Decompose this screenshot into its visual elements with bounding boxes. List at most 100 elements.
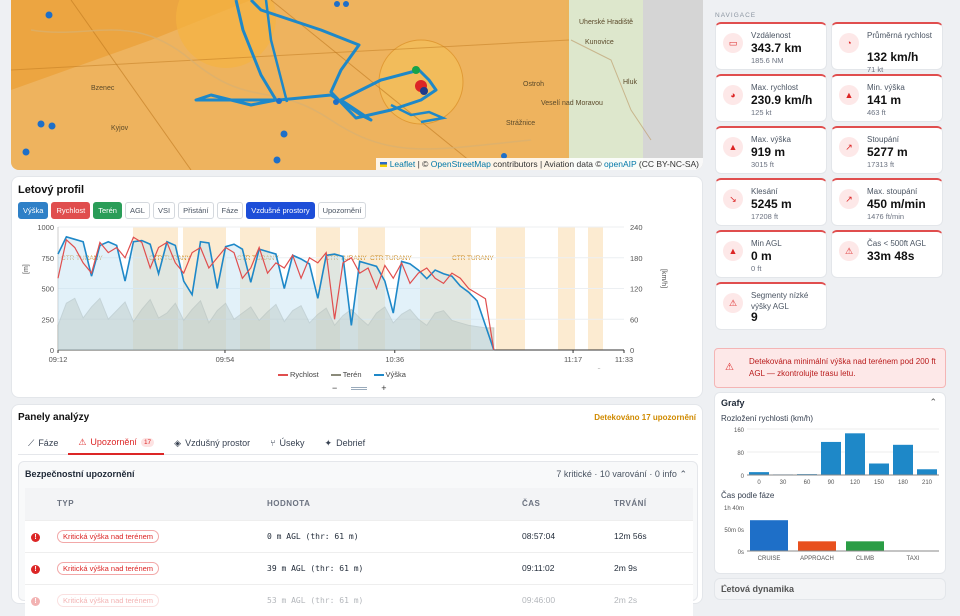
legend-speed[interactable]: Rychlost <box>278 370 319 379</box>
warning-value: 53 m AGL (thr: 61 m) <box>261 584 516 616</box>
alert-icon: ⚠ <box>723 293 743 313</box>
tab-label: Debrief <box>336 438 365 448</box>
map-canvas[interactable]: Uherské Hradiště Kunovice Hluk Veselí na… <box>11 0 703 170</box>
y-tick-label: 250 <box>41 315 54 324</box>
legend-altitude[interactable]: Výška <box>374 370 406 379</box>
toggle-altitude[interactable]: Výška <box>18 202 48 219</box>
profile-title: Letový profil <box>18 184 84 196</box>
speed-x-tick: 60 <box>804 480 811 486</box>
stat-sub: 71 kt <box>867 65 883 74</box>
warnings-table: TYP HODNOTA ČAS TRVÁNÍ ! Kritická výška … <box>25 488 693 616</box>
leaflet-link[interactable]: Leaflet <box>390 159 416 169</box>
table-row[interactable]: ! Kritická výška nad terénem 39 m AGL (t… <box>25 552 693 584</box>
col-type[interactable]: TYP <box>51 488 261 520</box>
speed-bar <box>917 469 937 475</box>
toggle-airspaces[interactable]: Vzdušné prostory <box>246 202 314 219</box>
tab-label: Úseky <box>280 438 305 448</box>
osm-link[interactable]: OpenStreetMap <box>431 159 491 169</box>
speed-bar <box>845 433 865 475</box>
x-tick-label: 09:12 <box>49 355 68 364</box>
toggle-speed[interactable]: Rychlost <box>51 202 90 219</box>
col-value[interactable]: HODNOTA <box>261 488 516 520</box>
table-row[interactable]: ! Kritická výška nad terénem 0 m AGL (th… <box>25 520 693 552</box>
openaip-link[interactable]: openAIP <box>604 159 636 169</box>
chevron-up-icon[interactable]: ⌃ <box>929 397 937 408</box>
stat-sub: 125 kt <box>751 108 771 117</box>
warning-type-badge: Kritická výška nad terénem <box>57 562 159 575</box>
mountain-low-icon: ▲ <box>723 241 743 261</box>
warning-time: 09:11:02 <box>516 552 608 584</box>
low-agl-alert: ⚠ Detekována minimální výška nad terénem… <box>714 348 946 388</box>
mountain-icon: ▲ <box>839 85 859 105</box>
phase-y-tick: 1h 40m <box>724 506 744 512</box>
profile-layer-toggles: Výška Rychlost Terén AGL VSI Přistání Fá… <box>18 202 366 219</box>
stat-label: Max. rychlost <box>751 82 825 93</box>
warning-time: 09:46:00 <box>516 584 608 616</box>
warning-duration: 2m 2s <box>608 584 693 616</box>
toggle-agl[interactable]: AGL <box>125 202 150 219</box>
analysis-panels-card: Panely analýzy Detekováno 17 upozornění … <box>11 404 703 604</box>
legend-terrain[interactable]: Terén <box>331 370 362 379</box>
x-tick-label: 11:17 <box>564 355 582 364</box>
phase-y-tick: 50m 0s <box>724 528 744 534</box>
error-icon: ! <box>31 597 40 606</box>
y-tick-label: 500 <box>41 285 54 294</box>
stat-sub: 463 ft <box>867 108 886 117</box>
toggle-vsi[interactable]: VSI <box>153 202 175 219</box>
warning-type-badge: Kritická výška nad terénem <box>57 530 159 543</box>
stat-sub: 17208 ft <box>751 212 778 221</box>
phase-x-tick: TAXI <box>907 556 920 562</box>
zoom-in-button[interactable]: + <box>381 383 386 393</box>
stat-sub: 1476 ft/min <box>867 212 904 221</box>
tab-debrief[interactable]: ✦Debrief <box>315 431 376 455</box>
speed-x-tick: 90 <box>828 480 835 486</box>
warning-triangle-icon: ⚠ <box>839 241 859 261</box>
section-summary[interactable]: 7 kritické · 10 varování · 0 info ⌃ <box>556 469 687 480</box>
map-place-label: Strážnice <box>506 120 535 127</box>
stat-value: 141 m <box>867 93 901 107</box>
stat-value: 9 <box>751 310 758 324</box>
section-title: Bezpečnostní upozornění <box>25 469 135 479</box>
graphs-title: Grafy <box>721 398 745 408</box>
phase-bar <box>750 520 788 551</box>
tab-phases[interactable]: ⟋Fáze <box>18 431 68 455</box>
map-place-label: Bzenec <box>91 85 115 92</box>
panels-title: Panely analýzy <box>18 412 89 423</box>
tab-airspace[interactable]: ◈Vzdušný prostor <box>164 431 260 455</box>
map-place-label: Veselí nad Moravou <box>541 100 603 107</box>
y-axis-label: [m] <box>23 264 30 274</box>
stat-value: 0 m <box>751 249 772 263</box>
flight-map[interactable]: Uherské Hradiště Kunovice Hluk Veselí na… <box>11 0 703 170</box>
trend-up-icon: ↗ <box>839 137 859 157</box>
y2-tick-label: 120 <box>630 285 643 294</box>
summary-text: 7 kritické · 10 varování · 0 info <box>556 469 677 479</box>
toggle-terrain[interactable]: Terén <box>93 202 122 219</box>
speed-bar <box>821 442 841 475</box>
zoom-out-button[interactable]: − <box>332 383 337 393</box>
zoom-slider[interactable] <box>351 387 367 390</box>
chevron-up-icon[interactable]: ⌃ <box>679 469 687 479</box>
mountain-peak-icon: ▲ <box>723 137 743 157</box>
tab-segments[interactable]: ⑂Úseky <box>260 431 314 455</box>
y2-tick-label: 0 <box>630 346 634 355</box>
table-row[interactable]: ! Kritická výška nad terénem 53 m AGL (t… <box>25 584 693 616</box>
toggle-warnings[interactable]: Upozornění <box>318 202 367 219</box>
toggle-landing[interactable]: Přistání <box>178 202 213 219</box>
y2-tick-label: 240 <box>630 223 643 232</box>
y2-axis-label: [km/h] <box>660 269 667 288</box>
alert-text: Detekována minimální výška nad terénem p… <box>749 356 943 380</box>
map-place-label: Ostroh <box>523 81 544 88</box>
map-place-label: Uherské Hradiště <box>579 19 633 26</box>
warning-duration: 2m 9s <box>608 552 693 584</box>
chevron-up-icon[interactable]: ⌃ <box>721 583 937 594</box>
toggle-phase[interactable]: Fáze <box>217 202 244 219</box>
col-duration[interactable]: TRVÁNÍ <box>608 488 693 520</box>
stat-label: Max. výška <box>751 134 825 145</box>
col-time[interactable]: ČAS <box>516 488 608 520</box>
flight-dynamics-section[interactable]: Letová dynamika ⌃ <box>714 578 946 600</box>
speed-x-tick: 150 <box>874 480 885 486</box>
